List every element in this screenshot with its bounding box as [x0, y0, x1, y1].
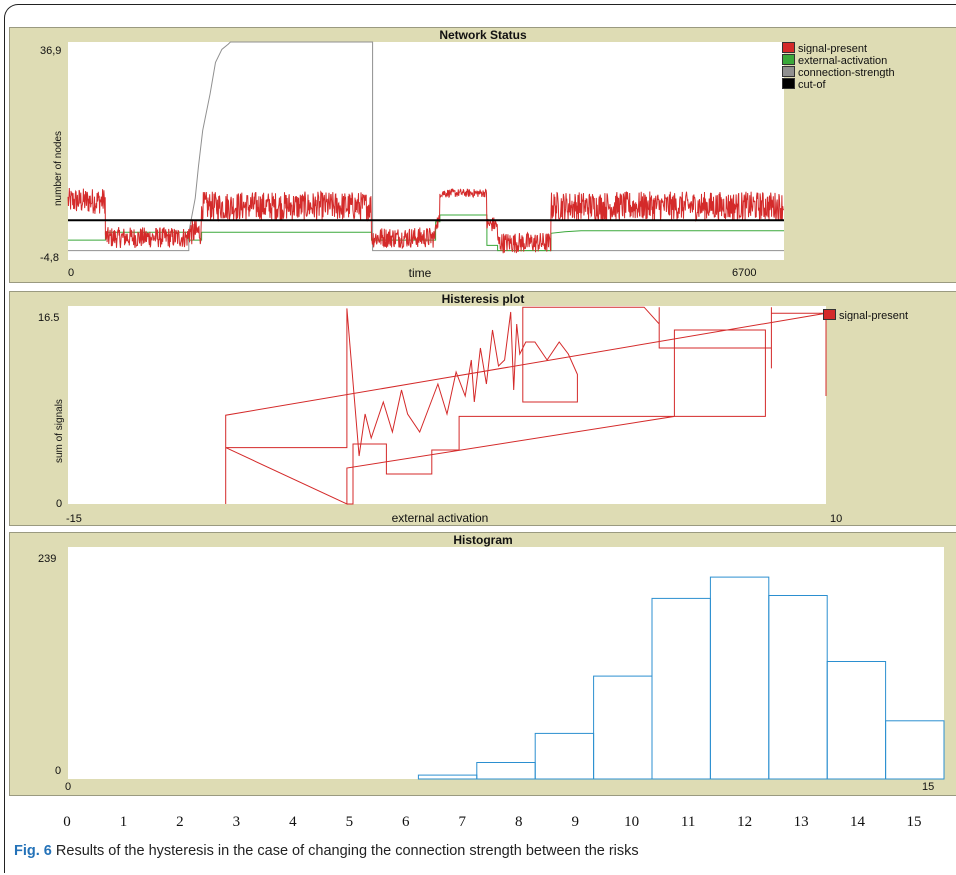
bottom-axis-label: 8: [514, 814, 523, 830]
legend-label: external-activation: [798, 55, 888, 66]
histogram-bar: [768, 595, 828, 780]
bottom-axis-label: 11: [680, 814, 696, 830]
histogram-bar: [534, 732, 595, 780]
network-status-svg: [67, 41, 785, 254]
legend-swatch: [782, 42, 795, 53]
x-tick-max: 15: [922, 781, 935, 793]
y-tick-max: 36,9: [40, 45, 62, 57]
bottom-axis-label: 1: [119, 814, 128, 830]
x-tick-max: 6700: [732, 267, 757, 279]
figure-frame: [4, 4, 956, 873]
x-tick-min: 0: [65, 781, 72, 793]
legend-label: connection-strength: [798, 67, 895, 78]
histogram-plot: [68, 547, 945, 780]
bottom-axis-label: 10: [624, 814, 640, 830]
y-tick-min: -4,8: [40, 252, 59, 264]
histeresis-legend: signal-present: [823, 309, 951, 321]
x-tick-max: 10: [830, 513, 843, 525]
histogram-bar: [476, 762, 536, 780]
histeresis-plot: [68, 306, 827, 505]
legend-item-signal-present: signal-present: [823, 309, 951, 321]
bottom-axis-label: 13: [793, 814, 809, 830]
bottom-axis-label: 5: [345, 814, 354, 830]
legend-item-cut-of: cut-of: [782, 78, 938, 90]
histeresis-svg: [225, 306, 827, 505]
legend-item-external-activation: external-activation: [782, 54, 938, 66]
network-status-title: Network Status: [439, 28, 527, 42]
bottom-axis-label: 4: [289, 814, 297, 830]
y-axis-label: number of nodes: [53, 130, 64, 206]
legend-swatch: [823, 309, 836, 320]
y-tick-min: 0: [55, 765, 62, 777]
y-tick-min: 0: [56, 498, 63, 510]
bottom-number-axis: 0 1 2 3 4 5 6 7 8 9 10 11 12 13 14 15: [0, 814, 956, 834]
histogram-svg: [417, 576, 945, 780]
bottom-axis-label: 12: [737, 814, 753, 830]
legend-label: signal-present: [798, 43, 868, 54]
network-status-plot: [67, 41, 785, 260]
x-tick-min: -15: [66, 513, 82, 525]
histeresis-panel: Histeresis plot 16.5 0 -15 10 external a…: [9, 291, 956, 526]
histeresis-title: Histeresis plot: [441, 292, 525, 306]
series-line-signal-present: [67, 187, 785, 254]
network-status-legend: signal-present external-activation conne…: [782, 42, 938, 90]
histogram-bar: [709, 576, 770, 780]
legend-item-signal-present: signal-present: [782, 42, 938, 54]
bottom-axis-label: 6: [402, 814, 410, 830]
histogram-bar: [826, 661, 887, 780]
histogram-title: Histogram: [453, 533, 513, 547]
histogram-bar: [417, 774, 478, 780]
y-axis-label: sum of signals: [54, 399, 65, 463]
y-tick-max: 239: [38, 553, 57, 565]
x-tick-min: 0: [68, 267, 75, 279]
bottom-axis-label: 15: [906, 814, 922, 830]
bottom-axis-label: 0: [63, 814, 71, 830]
histogram-bar: [593, 675, 653, 780]
bottom-axis-label: 2: [176, 814, 184, 830]
legend-swatch: [782, 66, 795, 77]
bottom-axis-label: 9: [571, 814, 579, 830]
figure-caption: Fig. 6 Results of the hysteresis in the …: [14, 843, 639, 859]
bottom-axis-label: 7: [458, 814, 467, 830]
series-line-signal-present: [225, 306, 827, 505]
bottom-axis-label: 14: [850, 814, 866, 830]
legend-label: signal-present: [839, 310, 909, 321]
legend-swatch: [782, 78, 795, 89]
x-axis-label: time: [408, 266, 432, 280]
bottom-axis-label: 3: [232, 814, 241, 830]
caption-label: Fig. 6: [14, 843, 52, 859]
legend-item-connection-strength: connection-strength: [782, 66, 938, 78]
legend-swatch: [782, 54, 795, 65]
histogram-panel: Histogram 239 0 0 15: [9, 532, 956, 796]
histogram-bar: [885, 720, 945, 780]
network-status-panel: Network Status 36,9 -4,8 0 6700 time num…: [9, 27, 956, 283]
histogram-bar: [651, 597, 711, 780]
y-tick-max: 16.5: [38, 312, 60, 324]
x-axis-label: external activation: [391, 511, 489, 525]
legend-label: cut-of: [798, 79, 826, 90]
caption-text: Results of the hysteresis in the case of…: [51, 843, 639, 859]
